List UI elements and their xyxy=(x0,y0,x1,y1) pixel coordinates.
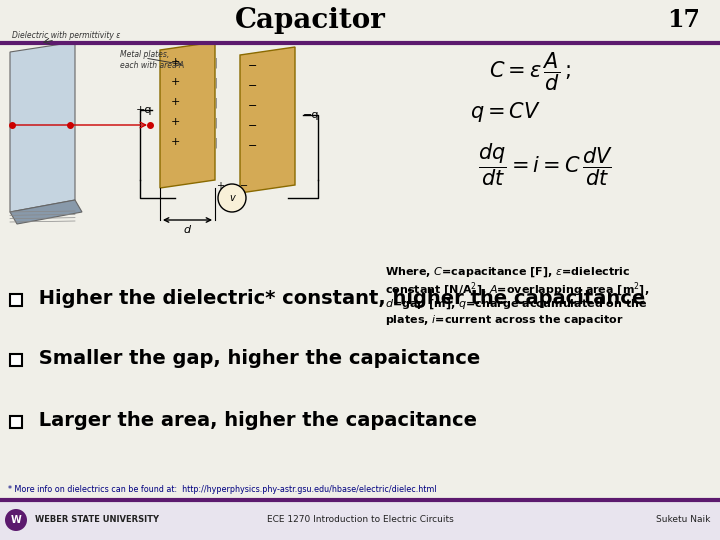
Text: Smaller the gap, higher the capaictance: Smaller the gap, higher the capaictance xyxy=(32,349,480,368)
Text: −: − xyxy=(248,141,258,151)
Circle shape xyxy=(5,509,27,531)
Text: constant [N/A$^2$], $A$=overlapping area [m$^2$],: constant [N/A$^2$], $A$=overlapping area… xyxy=(385,281,649,299)
Text: Suketu Naik: Suketu Naik xyxy=(656,516,710,524)
Text: +: + xyxy=(171,97,180,107)
Text: d: d xyxy=(184,225,191,235)
Bar xyxy=(10,416,22,428)
Text: −: − xyxy=(248,101,258,111)
Text: |: | xyxy=(215,78,217,88)
Text: v: v xyxy=(229,193,235,203)
Text: |: | xyxy=(215,58,217,68)
Text: 17: 17 xyxy=(667,8,700,32)
Text: Higher the dielectric* constant, higher the capacitance: Higher the dielectric* constant, higher … xyxy=(32,289,645,308)
Text: Dielectric with permittivity ε: Dielectric with permittivity ε xyxy=(12,31,120,40)
Text: plates, $i$=current across the capacitor: plates, $i$=current across the capacitor xyxy=(385,313,624,327)
Text: +: + xyxy=(171,77,180,87)
Text: Capacitor: Capacitor xyxy=(235,6,385,33)
Text: $\dfrac{dq}{dt} = i = C\,\dfrac{dV}{dt}$: $\dfrac{dq}{dt} = i = C\,\dfrac{dV}{dt}$ xyxy=(477,141,613,188)
Text: +: + xyxy=(171,137,180,147)
Text: WEBER STATE UNIVERSITY: WEBER STATE UNIVERSITY xyxy=(35,516,159,524)
Text: −: − xyxy=(240,181,248,191)
Polygon shape xyxy=(160,42,215,188)
Bar xyxy=(0,500,720,540)
Text: Larger the area, higher the capacitance: Larger the area, higher the capacitance xyxy=(32,411,477,430)
Text: $q = CV$: $q = CV$ xyxy=(469,100,541,124)
Text: −: − xyxy=(248,61,258,71)
Text: +: + xyxy=(171,117,180,127)
Polygon shape xyxy=(10,200,82,224)
Text: Metal plates,
each with area A: Metal plates, each with area A xyxy=(120,50,184,70)
Text: −: − xyxy=(248,121,258,131)
Text: $C = \varepsilon\,\dfrac{A}{d}\,;$: $C = \varepsilon\,\dfrac{A}{d}\,;$ xyxy=(489,51,571,93)
Text: −q: −q xyxy=(303,110,320,120)
Text: $d$=gap [m], $q$=charge accumulated on the: $d$=gap [m], $q$=charge accumulated on t… xyxy=(385,297,648,310)
Polygon shape xyxy=(240,47,295,193)
Text: W: W xyxy=(11,515,22,525)
Text: +q: +q xyxy=(135,105,152,115)
Text: * More info on dielectrics can be found at:  http://hyperphysics.phy-astr.gsu.ed: * More info on dielectrics can be found … xyxy=(8,485,436,494)
Text: |: | xyxy=(215,118,217,128)
Text: +: + xyxy=(171,57,180,67)
Bar xyxy=(10,294,22,306)
Bar xyxy=(10,354,22,366)
Text: |: | xyxy=(215,138,217,148)
Text: Where, $C$=capacitance [F], $\varepsilon$=dielectric: Where, $C$=capacitance [F], $\varepsilon… xyxy=(385,265,631,279)
Text: −: − xyxy=(248,81,258,91)
Circle shape xyxy=(218,184,246,212)
Text: ECE 1270 Introduction to Electric Circuits: ECE 1270 Introduction to Electric Circui… xyxy=(266,516,454,524)
Text: |: | xyxy=(215,98,217,108)
Polygon shape xyxy=(10,42,75,212)
Text: +: + xyxy=(216,181,224,191)
